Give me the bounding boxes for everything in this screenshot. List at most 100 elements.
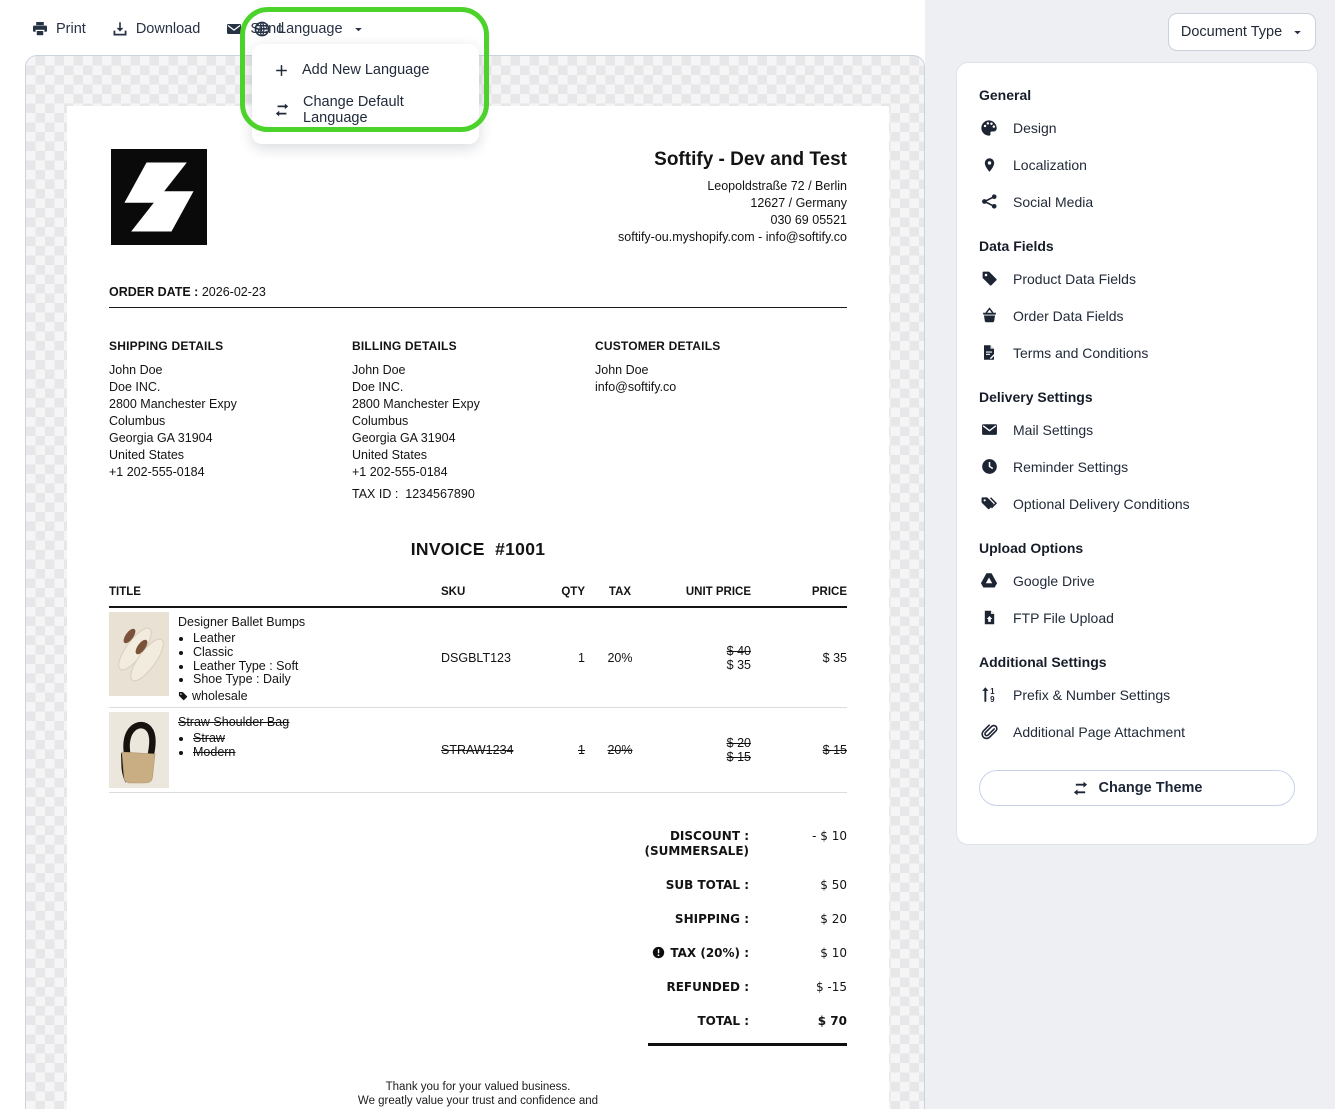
customer-details: CUSTOMER DETAILS John Doe info@softify.c…: [595, 339, 847, 503]
sidebar-item-google-drive[interactable]: Google Drive: [979, 562, 1295, 599]
qty-cell: 1: [578, 650, 585, 665]
print-button[interactable]: Print: [32, 21, 86, 37]
sidebar-item-label: Terms and Conditions: [1013, 344, 1149, 361]
download-label: Download: [135, 21, 201, 37]
download-button[interactable]: Download: [112, 21, 201, 37]
section-heading-upload-options: Upload Options: [979, 540, 1084, 556]
tax-id: TAX ID : 1234567890: [352, 487, 475, 501]
billing-details-heading: BILLING DETAILS: [352, 339, 457, 353]
divider: [109, 307, 847, 308]
product-option: Modern: [193, 745, 289, 760]
basket-icon: [979, 307, 999, 324]
line-items-table: TITLE SKU QTY TAX UNIT PRICE PRICE Desig…: [109, 586, 847, 794]
footer-line: Thank you for your valued business.: [385, 1081, 571, 1094]
qty-cell: 1: [578, 743, 585, 758]
detail-line: Columbus: [109, 414, 166, 428]
sidebar-item-localization[interactable]: Localization: [979, 146, 1295, 183]
invoice-footer-note: Thank you for your valued business. We g…: [109, 1080, 847, 1109]
sidebar-item-label: Order Data Fields: [1013, 307, 1124, 324]
total-label: SHIPPING :: [674, 912, 749, 927]
detail-line: John Doe: [352, 363, 406, 377]
shipping-details: SHIPPING DETAILS John Doe Doe INC. 2800 …: [109, 339, 352, 503]
detail-line: United States: [352, 448, 428, 462]
sidebar-item-reminder-settings[interactable]: Reminder Settings: [979, 448, 1295, 485]
change-theme-button[interactable]: Change Theme: [979, 770, 1295, 806]
footer-line: We greatly value your trust and confiden…: [357, 1095, 599, 1108]
sidebar-item-label: Localization: [1013, 156, 1087, 173]
product-option: Classic: [193, 645, 305, 660]
sidebar-item-product-data-fields[interactable]: Product Data Fields: [979, 260, 1295, 297]
svg-text:9: 9: [990, 695, 995, 703]
total-label: TOTAL :: [697, 1014, 749, 1029]
sidebar-item-terms-and-conditions[interactable]: Terms and Conditions: [979, 334, 1295, 371]
unit-price-old: $ 20: [726, 736, 751, 751]
document-type-dropdown[interactable]: Document Type: [1168, 13, 1316, 51]
sku-cell: STRAW1234: [441, 743, 514, 758]
menu-item-change-default-language[interactable]: Change Default Language: [252, 86, 479, 134]
product-options: Leather Classic Leather Type : Soft Shoe…: [178, 631, 305, 687]
total-row-discount: DISCOUNT : (SUMMERSALE) - $ 10: [587, 829, 847, 859]
billing-details: BILLING DETAILS John Doe Doe INC. 2800 M…: [352, 339, 595, 503]
sku-cell: DSGBLT123: [441, 650, 511, 665]
sidebar-item-label: Prefix & Number Settings: [1013, 686, 1171, 703]
detail-line: John Doe: [109, 363, 163, 377]
globe-icon: [254, 21, 270, 37]
total-label: SUB TOTAL :: [665, 878, 749, 893]
product-option: Leather: [193, 631, 305, 646]
product-image-ballet-flats: [109, 612, 169, 696]
sidebar-item-label: Mail Settings: [1013, 421, 1094, 438]
sidebar-item-optional-delivery-conditions[interactable]: Optional Delivery Conditions: [979, 485, 1295, 522]
sidebar-item-label: Additional Page Attachment: [1013, 723, 1186, 740]
sidebar-item-design[interactable]: Design: [979, 109, 1295, 146]
location-pin-icon: [979, 156, 999, 174]
section-heading-data-fields: Data Fields: [979, 238, 1054, 254]
plus-icon: [274, 63, 289, 78]
total-row-refunded: REFUNDED : $ -15: [587, 980, 847, 995]
total-sublabel: (SUMMERSALE): [644, 844, 749, 859]
sidebar-item-mail-settings[interactable]: Mail Settings: [979, 411, 1295, 448]
section-heading-general: General: [979, 87, 1032, 103]
total-value: $ 50: [820, 878, 847, 893]
detail-line: Georgia GA 31904: [352, 431, 456, 445]
order-date-label: ORDER DATE :: [109, 285, 199, 299]
total-value: $ 10: [820, 946, 847, 961]
send-envelope-icon: [226, 21, 242, 37]
palette-icon: [979, 119, 999, 137]
order-date-value: 2026-02-23: [201, 285, 266, 299]
sidebar-item-ftp-file-upload[interactable]: FTP File Upload: [979, 599, 1295, 636]
sidebar-item-order-data-fields[interactable]: Order Data Fields: [979, 297, 1295, 334]
detail-line: Columbus: [352, 414, 409, 428]
product-image-straw-bag: [109, 712, 169, 789]
sidebar-item-label: Reminder Settings: [1013, 458, 1129, 475]
detail-line: Georgia GA 31904: [109, 431, 213, 445]
total-label: TAX (20%) :: [670, 946, 749, 961]
company-address-line: Leopoldstraße 72 / Berlin: [707, 179, 847, 193]
settings-sidebar: General Design Localization Social Media…: [956, 62, 1318, 845]
tax-cell: 20%: [607, 743, 633, 758]
section-heading-delivery-settings: Delivery Settings: [979, 389, 1093, 405]
unit-price-new: $ 15: [726, 750, 751, 765]
envelope-icon: [979, 421, 999, 438]
total-row-shipping: SHIPPING : $ 20: [587, 912, 847, 927]
menu-item-label: Change Default Language: [303, 94, 404, 126]
sidebar-item-social-media[interactable]: Social Media: [979, 183, 1295, 220]
language-button[interactable]: Language: [254, 21, 364, 37]
tax-cell: 20%: [607, 650, 633, 665]
product-option: Shoe Type : Daily: [193, 673, 305, 687]
order-date: ORDER DATE : 2026-02-23: [109, 285, 847, 299]
product-options: Straw Modern: [178, 731, 289, 760]
totals-section: DISCOUNT : (SUMMERSALE) - $ 10 SUB TOTAL…: [587, 829, 847, 1047]
sidebar-item-label: Product Data Fields: [1013, 270, 1136, 287]
product-title: Straw Shoulder Bag: [178, 715, 290, 730]
detail-line: 2800 Manchester Expy: [352, 397, 480, 411]
change-theme-label: Change Theme: [1098, 780, 1203, 796]
language-dropdown-menu: Add New Language Change Default Language: [252, 44, 479, 144]
sidebar-item-additional-page-attachment[interactable]: Additional Page Attachment: [979, 713, 1295, 750]
company-address-line: 12627 / Germany: [750, 196, 847, 210]
invoice-preview-canvas: Softify - Dev and Test Leopoldstraße 72 …: [25, 55, 925, 1109]
tag-icon: [979, 270, 999, 287]
menu-item-add-new-language[interactable]: Add New Language: [252, 54, 479, 86]
exclamation-circle-icon: [652, 946, 665, 959]
